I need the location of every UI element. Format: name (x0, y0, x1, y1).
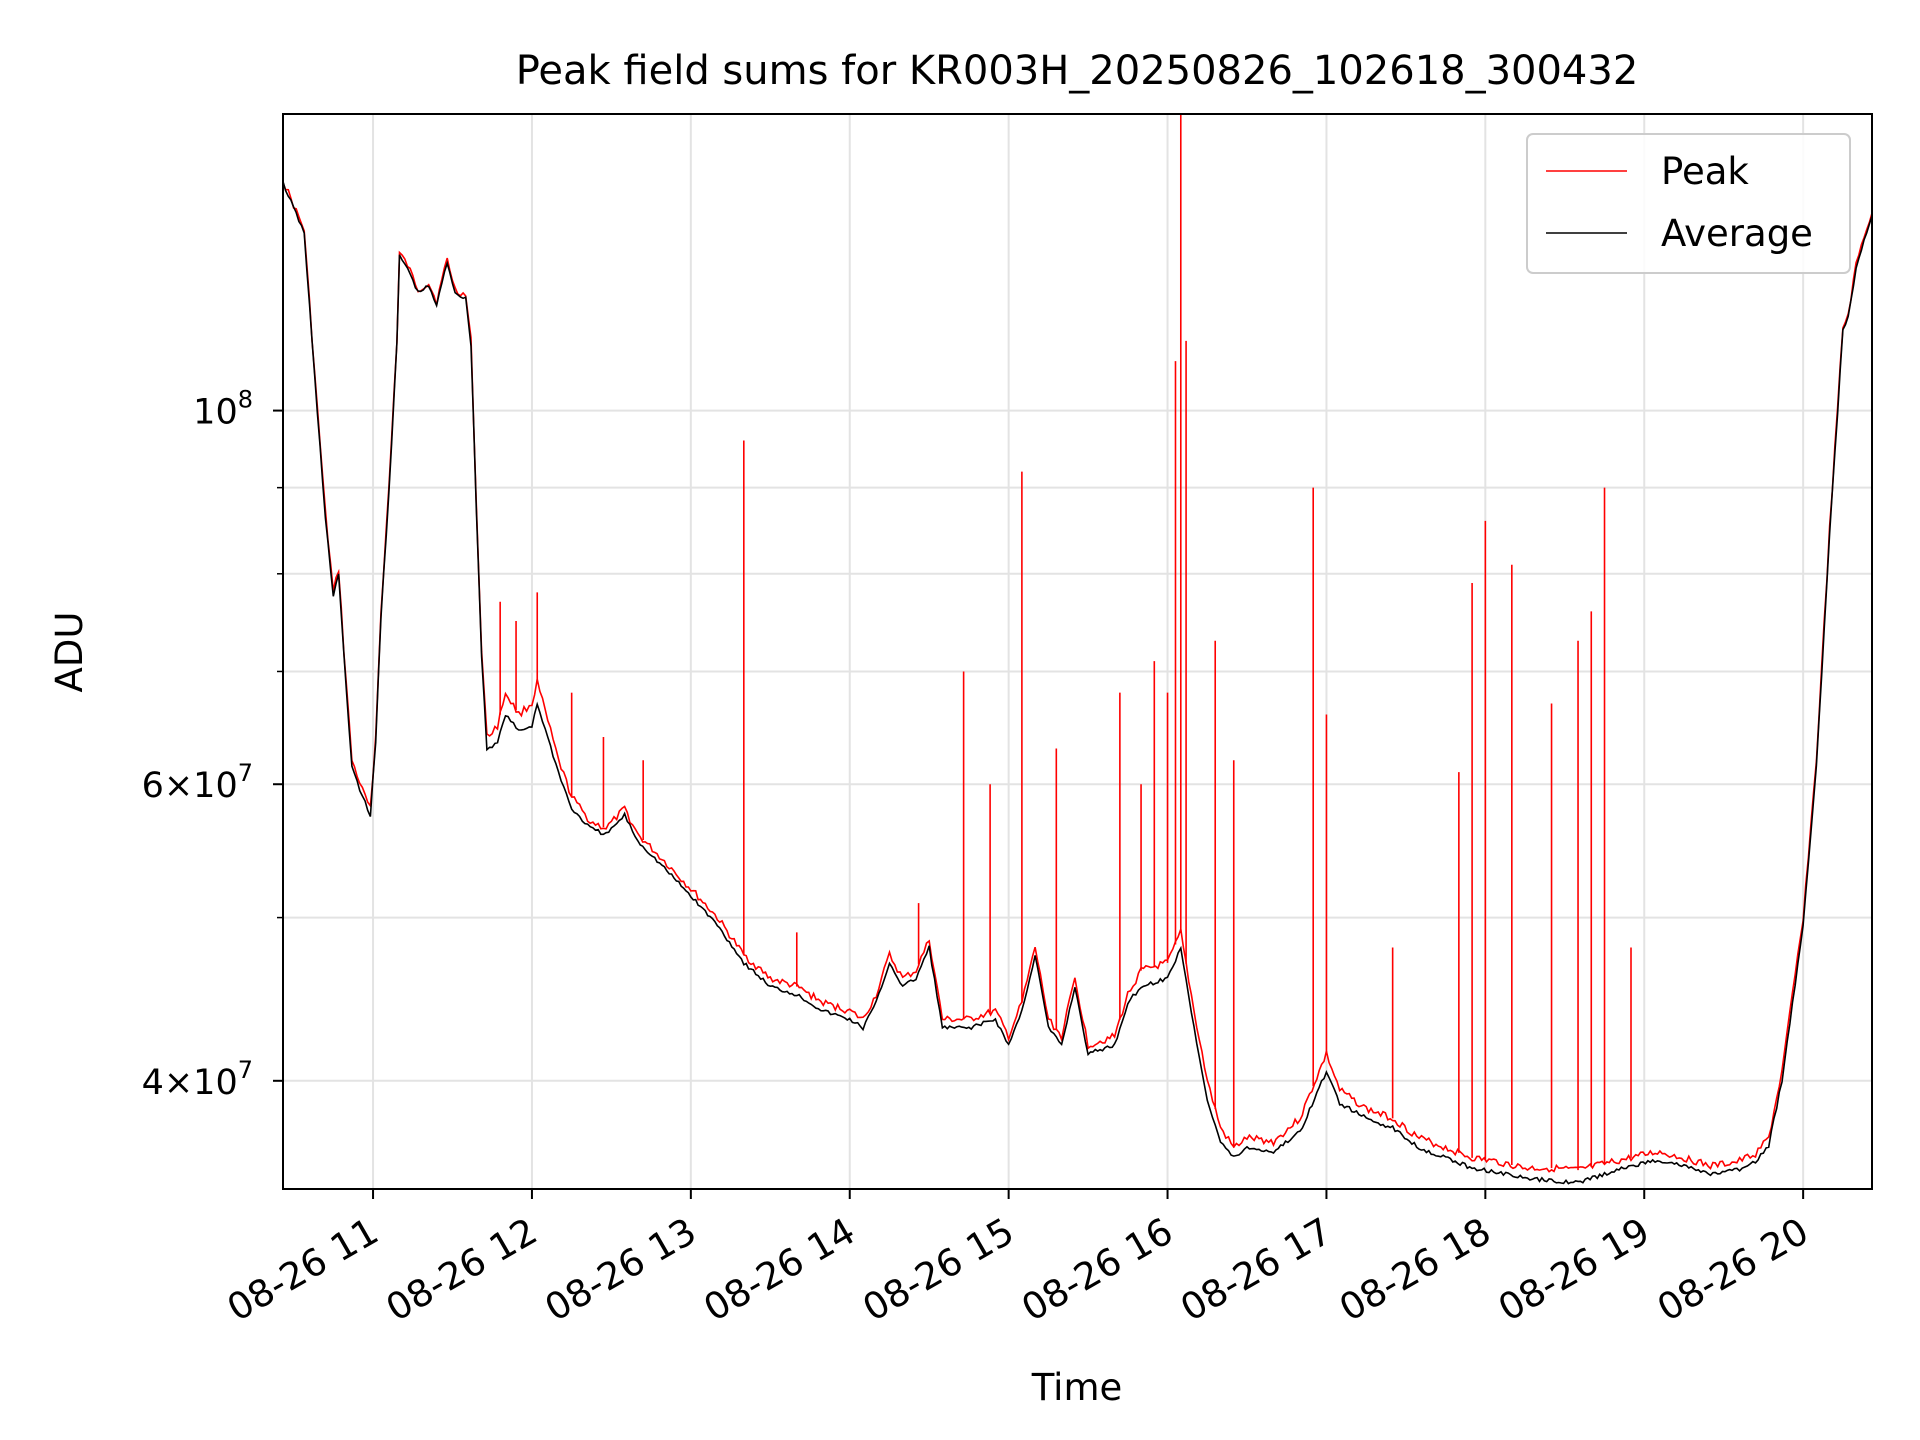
legend-box (1526, 133, 1851, 274)
series-lines (283, 114, 1872, 1185)
y-tick-label: 6×107 (142, 759, 253, 806)
legend: Peak Average (1526, 133, 1851, 274)
grid-lines (283, 114, 1872, 1189)
y-tick-label: 4×107 (142, 1056, 253, 1103)
chart-title: Peak field sums for KR003H_20250826_1026… (516, 48, 1639, 94)
y-tick-label: 108 (193, 386, 253, 433)
y-axis-ticks: 4×107 6×107 108 (142, 386, 283, 1103)
legend-label-peak: Peak (1661, 150, 1749, 193)
series-line-peak (283, 182, 1872, 1173)
plot-frame (282, 113, 1873, 1190)
x-axis-label: Time (1031, 1366, 1123, 1409)
y-axis-label: ADU (48, 612, 91, 693)
legend-label-average: Average (1661, 212, 1813, 255)
series-line-average (283, 181, 1872, 1185)
